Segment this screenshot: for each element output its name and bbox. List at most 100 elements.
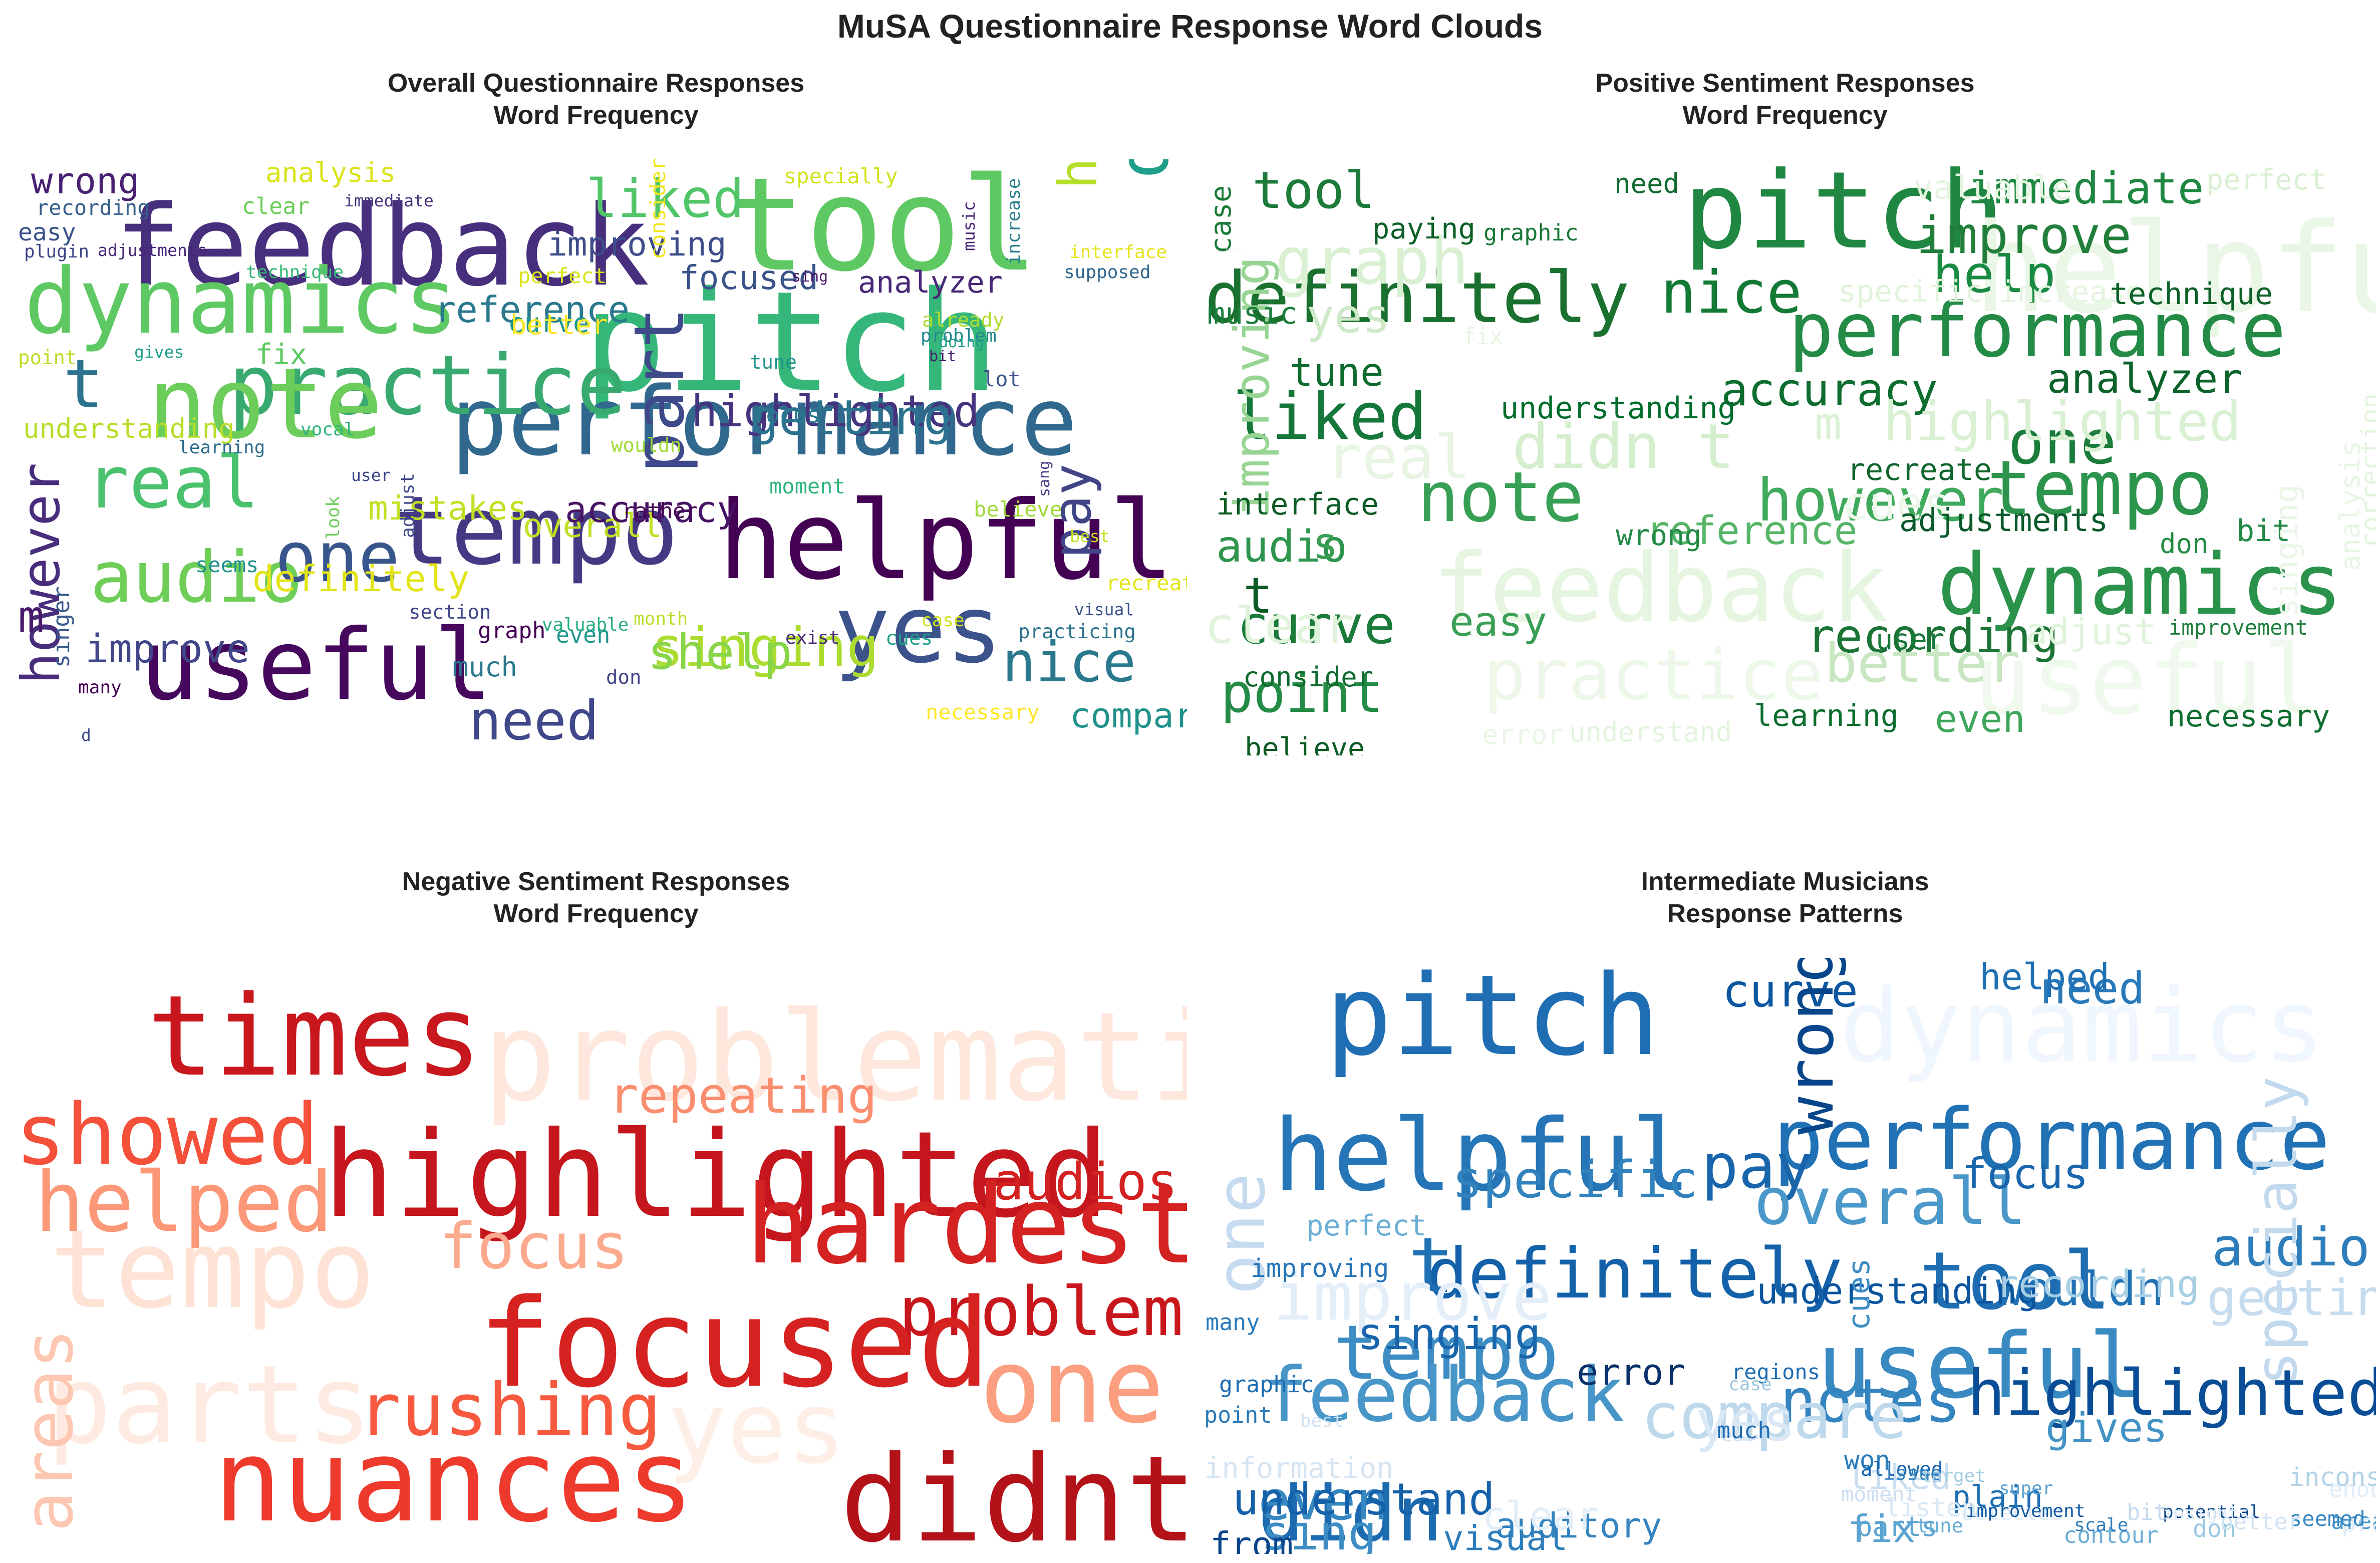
- cloud-word: repeating: [609, 1067, 877, 1125]
- cloud-word: overall: [1754, 1164, 2026, 1239]
- cloud-word: tool: [728, 159, 1039, 300]
- cloud-word: insights: [2163, 1503, 2250, 1524]
- cloud-word: adjustments: [98, 240, 207, 260]
- cloud-word: highlighted: [691, 386, 980, 437]
- cloud-word: audio: [90, 537, 303, 619]
- cloud-word: yes: [667, 1370, 846, 1486]
- cloud-word: interface: [1216, 487, 1379, 522]
- cloud-word: need: [2040, 963, 2145, 1014]
- cloud-word: graphic: [1483, 219, 1579, 246]
- cloud-word: graph: [1275, 224, 1469, 299]
- cloud-word: increase: [1004, 178, 1024, 265]
- cloud-word: definitely: [1426, 1233, 1843, 1314]
- cloud-word: wrong: [1616, 519, 1702, 552]
- cloud-word: user: [1876, 623, 1945, 656]
- cloud-word: t: [1408, 1221, 1455, 1311]
- cloud-word: increase: [1999, 275, 2144, 310]
- cloud-word: feedback: [1432, 533, 1889, 643]
- cloud-word: parts: [1856, 1511, 1938, 1542]
- cloud-word: perfect: [1306, 1209, 1427, 1242]
- cloud-word: nuances: [213, 1414, 695, 1547]
- cloud-word: target: [1921, 1466, 1986, 1486]
- cloud-word: tool: [1252, 161, 1375, 220]
- cloud-word: easy: [18, 218, 76, 246]
- cloud-word: understand: [1233, 1474, 1495, 1525]
- cloud-word: highlighted: [1967, 1356, 2376, 1430]
- cloud-word: yes: [834, 575, 1002, 684]
- cloud-word: curve: [1722, 965, 1858, 1017]
- cloud-word: adjust: [2026, 611, 2157, 653]
- cloud-word: wouldn: [611, 434, 682, 457]
- cloud-word: believe: [1245, 732, 1365, 756]
- cloud-word: focus: [1962, 1149, 2089, 1198]
- cloud-word: better: [2220, 1508, 2301, 1535]
- cloud-word: useful: [1973, 625, 2321, 736]
- cloud-word: learning: [1754, 698, 1899, 733]
- cloud-word: feedback: [1263, 1352, 1625, 1439]
- cloud-word: area: [2331, 1508, 2376, 1534]
- cloud-word: focus: [439, 1209, 629, 1283]
- cloud-word: from: [1210, 1525, 1294, 1554]
- cloud-word: even: [556, 622, 611, 648]
- word-cloud-positive: tool pitchhelpfulperformance dynamicstempo…: [1204, 159, 2376, 755]
- cloud-word: music: [959, 201, 979, 251]
- cloud-word: definitely: [252, 558, 470, 600]
- cloud-word: valuable: [1913, 168, 2072, 207]
- cloud-word: one: [980, 1328, 1164, 1446]
- cloud-word: shelp: [648, 624, 792, 680]
- cloud-word: pitch: [583, 262, 999, 423]
- cloud-word: nice: [1002, 630, 1136, 695]
- cloud-word: highlighted: [323, 1106, 1109, 1244]
- cloud-word: technique: [2110, 277, 2273, 312]
- cloud-word: nice: [1661, 258, 1802, 327]
- cloud-word: issue: [1883, 1462, 1942, 1485]
- cloud-word: visual: [1443, 1518, 1568, 1554]
- cloud-word: doing: [939, 334, 985, 351]
- cloud-word: case: [921, 610, 965, 631]
- cloud-word: rushing: [358, 1368, 662, 1452]
- cloud-word: highlighted: [1883, 391, 2242, 453]
- cloud-word: real: [1326, 423, 1470, 493]
- cloud-word: recording: [1807, 609, 2059, 663]
- cloud-word: adjust: [398, 472, 418, 538]
- cloud-word: singing: [1357, 1309, 1541, 1360]
- cloud-word: better: [1825, 632, 2020, 695]
- cloud-word: practice: [228, 337, 627, 433]
- cloud-word: audio: [2212, 1217, 2370, 1278]
- cloud-word: useful: [140, 608, 493, 722]
- cloud-word: visual: [1074, 600, 1134, 619]
- cloud-word: even: [1935, 697, 2025, 741]
- cloud-word: hardest: [745, 1162, 1187, 1288]
- cloud-word: user: [351, 465, 391, 485]
- cloud-word: understanding: [1501, 391, 1736, 426]
- cloud-word: understanding: [1756, 1270, 2039, 1312]
- cloud-word: recording: [1996, 1262, 2200, 1306]
- cloud-word: help: [1933, 245, 2056, 305]
- cloud-word: curve: [1237, 595, 1396, 656]
- cloud-word: audio: [1216, 521, 1347, 572]
- cloud-word: specially: [2243, 1076, 2310, 1386]
- cloud-word: focused: [679, 258, 819, 297]
- cloud-word: consider: [646, 159, 670, 259]
- cloud-word: already: [922, 309, 1005, 332]
- panel-title-line-1: Positive Sentiment Responses: [1595, 69, 1975, 98]
- cloud-word: clear: [242, 193, 310, 219]
- cloud-word: specially: [784, 164, 898, 188]
- cloud-word: sing: [792, 268, 828, 286]
- cloud-word: don: [606, 666, 642, 689]
- panel-title-negative: Negative Sentiment Responses Word Freque…: [188, 866, 1004, 930]
- panel-title-line-2: Word Frequency: [493, 899, 699, 928]
- cloud-word: auditory: [1496, 1506, 1662, 1546]
- word-cloud-overall: feedback dynamics tool pitch performance prac…: [15, 159, 1187, 755]
- cloud-word: focused: [1226, 247, 1245, 252]
- cloud-word: perfect: [2206, 163, 2327, 196]
- cloud-word: point: [18, 347, 77, 369]
- cloud-word: wouldn: [1996, 1262, 2164, 1316]
- cloud-word: didn t: [1512, 411, 1735, 483]
- cloud-word: overall: [523, 506, 663, 545]
- panel-title-positive: Positive Sentiment Responses Word Freque…: [1377, 67, 2193, 131]
- cloud-word: cues: [1842, 477, 1950, 530]
- cloud-word: allowed: [1861, 1458, 1943, 1481]
- cloud-word: note: [1417, 457, 1584, 538]
- cloud-word: helped: [35, 1154, 334, 1250]
